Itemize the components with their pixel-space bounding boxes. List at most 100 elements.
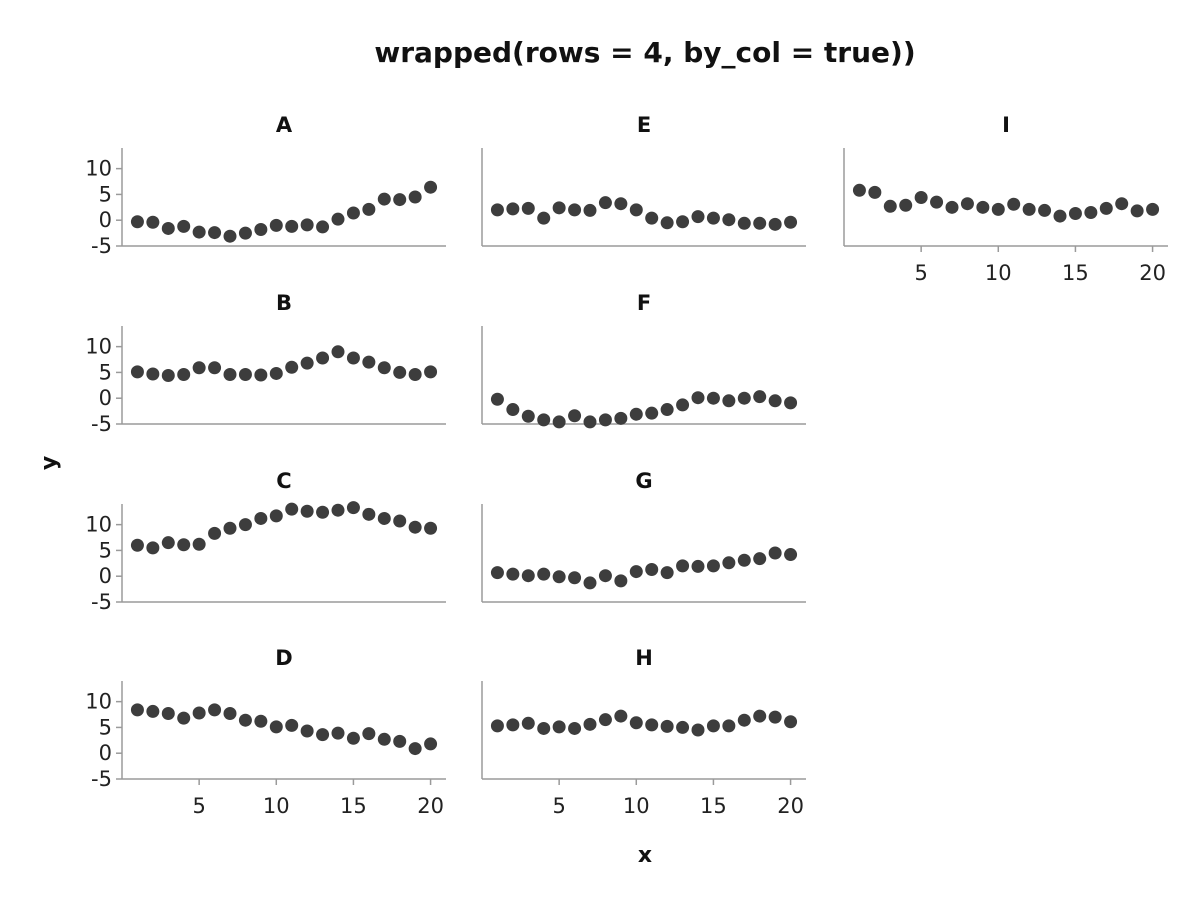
x-tick-label-H-5: 5 — [552, 794, 565, 818]
point-E-1 — [490, 203, 504, 217]
point-H-14 — [691, 723, 705, 737]
y-tick-label-D-5: 5 — [99, 715, 112, 739]
y-tick-label-C-0: 0 — [99, 564, 112, 588]
x-tick-label-I-10: 10 — [985, 261, 1012, 285]
point-G-11 — [645, 563, 659, 577]
panel-G: G — [481, 469, 806, 603]
point-C-12 — [300, 504, 314, 518]
point-E-9 — [614, 197, 628, 211]
panel-E: E — [481, 113, 806, 247]
point-I-10 — [991, 202, 1005, 216]
point-G-7 — [583, 576, 597, 590]
x-tick-label-I-20: 20 — [1139, 261, 1166, 285]
point-D-4 — [177, 711, 191, 725]
point-I-15 — [1068, 207, 1082, 221]
point-B-11 — [285, 360, 299, 374]
point-D-7 — [223, 706, 237, 720]
point-H-20 — [784, 715, 798, 729]
point-H-16 — [722, 719, 736, 733]
point-C-14 — [331, 503, 345, 517]
x-tick-label-H-20: 20 — [777, 794, 804, 818]
point-F-18 — [753, 390, 767, 404]
point-C-9 — [254, 511, 268, 525]
y-tick-label-D--5: -5 — [91, 767, 112, 791]
point-F-1 — [490, 392, 504, 406]
x-tick-label-D-5: 5 — [192, 794, 205, 818]
point-A-11 — [285, 219, 299, 233]
point-E-2 — [506, 202, 520, 216]
point-B-12 — [300, 356, 314, 370]
point-I-16 — [1084, 205, 1098, 219]
point-E-10 — [629, 203, 643, 217]
point-F-6 — [568, 409, 582, 423]
point-C-8 — [238, 518, 252, 532]
point-C-11 — [285, 502, 299, 516]
point-B-7 — [223, 367, 237, 381]
panel-title-I: I — [1002, 113, 1010, 137]
point-A-13 — [316, 220, 330, 234]
point-I-2 — [868, 185, 882, 199]
y-tick-label-B--5: -5 — [91, 412, 112, 436]
panel-title-E: E — [637, 113, 651, 137]
point-D-1 — [130, 703, 144, 717]
point-B-6 — [208, 361, 222, 375]
point-H-2 — [506, 718, 520, 732]
panel-H: H 5 10 15 20 — [481, 646, 806, 818]
point-E-16 — [722, 213, 736, 227]
point-H-13 — [676, 720, 690, 734]
point-D-19 — [408, 742, 422, 756]
point-H-3 — [521, 716, 535, 730]
point-B-19 — [408, 367, 422, 381]
point-D-8 — [238, 713, 252, 727]
point-B-18 — [393, 365, 407, 379]
x-tick-label-D-10: 10 — [263, 794, 290, 818]
point-C-6 — [208, 526, 222, 540]
point-G-20 — [784, 548, 798, 562]
y-tick-label-A--5: -5 — [91, 234, 112, 258]
point-F-9 — [614, 411, 628, 425]
point-A-18 — [393, 193, 407, 207]
y-tick-label-A-10: 10 — [85, 157, 112, 181]
point-A-1 — [130, 215, 144, 229]
point-H-10 — [629, 716, 643, 730]
point-G-14 — [691, 559, 705, 573]
panel-title-C: C — [276, 469, 291, 493]
point-B-2 — [146, 367, 160, 381]
point-D-6 — [208, 703, 222, 717]
point-G-8 — [598, 569, 612, 583]
point-I-18 — [1115, 197, 1129, 211]
point-F-8 — [598, 413, 612, 427]
point-G-10 — [629, 565, 643, 579]
point-G-19 — [768, 546, 782, 560]
point-F-12 — [660, 403, 674, 417]
point-F-2 — [506, 403, 520, 417]
point-F-4 — [537, 413, 551, 427]
point-I-12 — [1022, 202, 1036, 216]
point-I-14 — [1053, 209, 1067, 223]
y-tick-label-B-0: 0 — [99, 386, 112, 410]
point-E-13 — [676, 215, 690, 229]
point-H-6 — [568, 721, 582, 735]
point-F-11 — [645, 406, 659, 420]
point-D-18 — [393, 734, 407, 748]
panel-title-H: H — [635, 646, 653, 670]
y-tick-label-D-10: 10 — [85, 690, 112, 714]
point-B-5 — [192, 361, 206, 375]
point-F-13 — [676, 398, 690, 412]
point-A-15 — [346, 206, 360, 220]
point-I-20 — [1146, 202, 1160, 216]
x-tick-label-H-10: 10 — [623, 794, 650, 818]
point-A-7 — [223, 229, 237, 243]
point-I-11 — [1007, 197, 1021, 211]
point-E-6 — [568, 203, 582, 217]
point-I-4 — [899, 198, 913, 212]
point-C-3 — [161, 536, 175, 550]
point-C-2 — [146, 541, 160, 555]
point-A-20 — [424, 180, 438, 194]
point-G-15 — [706, 559, 720, 573]
point-G-5 — [552, 570, 566, 584]
point-B-9 — [254, 368, 268, 382]
